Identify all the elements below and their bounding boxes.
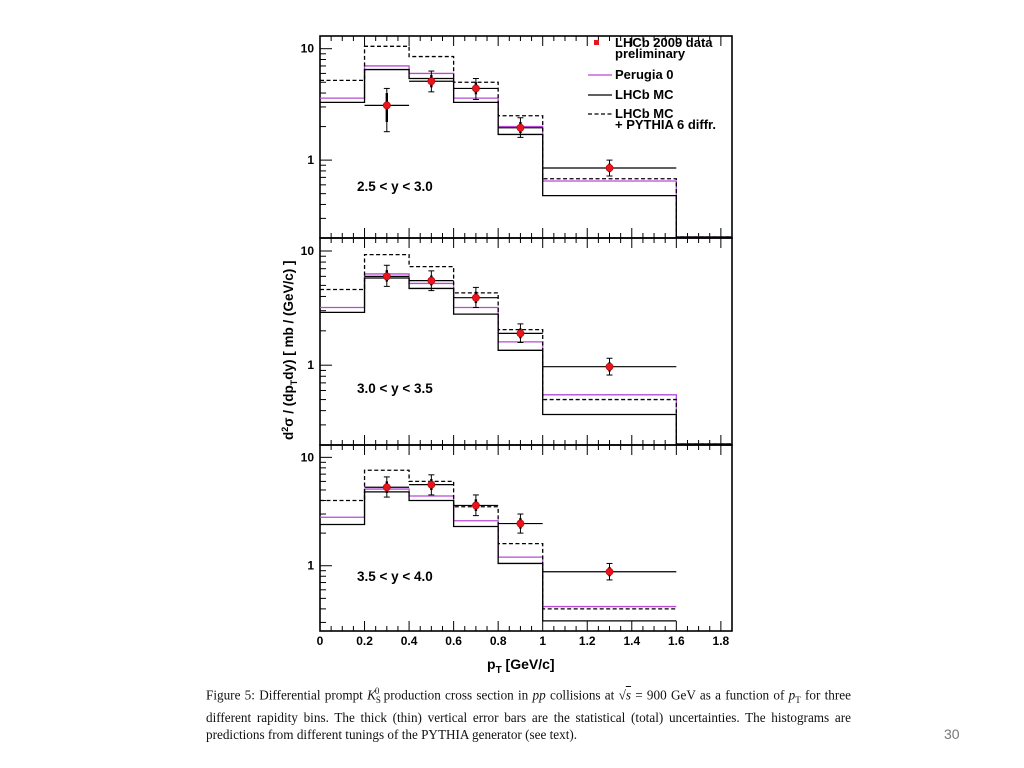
data-point xyxy=(382,483,391,492)
x-tick-label: 1 xyxy=(539,634,546,648)
caption-p-sub: T xyxy=(795,695,801,706)
panel-3: 10 1 3.5 < y < 4.0 xyxy=(301,444,733,632)
x-tick-label: 1.2 xyxy=(579,634,596,648)
x-tick-label: 1.4 xyxy=(623,634,640,648)
caption-text-2: production cross section in xyxy=(379,687,533,703)
data-point xyxy=(427,276,436,285)
y-tick-label: 10 xyxy=(301,244,315,258)
histogram-perugia-0 xyxy=(320,273,732,445)
y-axis-title-part: σ / (dp xyxy=(281,385,296,426)
caption-text-4: = 900 GeV as a function of xyxy=(630,687,789,703)
data-point xyxy=(605,362,614,371)
y-tick-label: 1 xyxy=(307,559,314,573)
y-axis-title-part: T xyxy=(289,379,299,385)
y-tick-label: 10 xyxy=(301,450,315,464)
rapidity-bin-label: 3.0 < y < 3.5 xyxy=(357,381,433,396)
caption-text-3: collisions at √ xyxy=(545,687,626,703)
caption-pp: pp xyxy=(532,687,546,703)
caption-p: p xyxy=(788,687,796,703)
legend-entry-label: Perugia 0 xyxy=(615,67,674,82)
caption-k-sub: S xyxy=(375,695,381,706)
caption-k-sup: 0 xyxy=(374,686,380,696)
x-tick-label: 1.6 xyxy=(668,634,685,648)
data-point xyxy=(605,164,614,172)
rapidity-bin-label: 2.5 < y < 3.0 xyxy=(357,179,433,194)
caption-text-5: for three different rapidity bins. The t… xyxy=(206,687,851,743)
legend-entry-label: LHCb MC xyxy=(615,87,674,102)
legend-entry-label: LHCb 2009 data xyxy=(615,35,713,50)
legend-entry-label: LHCb MC xyxy=(615,106,674,121)
data-point xyxy=(516,123,525,132)
panel-frame xyxy=(319,444,733,632)
x-axis-title-sub: T xyxy=(496,665,502,676)
data-point xyxy=(516,519,525,528)
panel-1: 10 1 2.5 < y < 3.0 xyxy=(301,35,733,239)
data-point xyxy=(516,329,525,338)
data-point xyxy=(382,101,391,110)
slide-number: 30 xyxy=(944,726,960,742)
x-axis-title-unit: [GeV/c] xyxy=(502,656,555,672)
data-point xyxy=(605,567,614,576)
data-point xyxy=(471,84,480,93)
y-axis-title-part: d xyxy=(281,432,296,440)
legend-entry-label-2: preliminary xyxy=(615,46,686,61)
data-point xyxy=(382,272,391,281)
histogram-lhcb-mc-diffr xyxy=(320,253,732,445)
caption-label: Figure 5: xyxy=(206,687,255,703)
x-tick-label: 0.2 xyxy=(356,634,373,648)
legend-entry-label-2: + PYTHIA 6 diffr. xyxy=(615,117,716,132)
x-tick-label: 0.4 xyxy=(401,634,418,648)
data-point xyxy=(427,77,436,86)
data-point xyxy=(471,501,480,510)
legend-marker-data xyxy=(594,40,599,45)
caption-k: K xyxy=(367,687,376,703)
x-tick-label: 1.8 xyxy=(713,634,730,648)
panel-2: 10 1 3.0 < y < 3.5 xyxy=(301,237,733,446)
y-tick-label: 1 xyxy=(307,358,314,372)
data-point xyxy=(471,293,480,302)
y-axis-title-part: dy) [ mb / (GeV/c) ] xyxy=(281,260,296,379)
x-axis-title: pT [GeV/c] xyxy=(487,656,555,676)
figure-caption: Figure 5: Differential prompt KS0 produc… xyxy=(206,683,851,744)
histogram-lhcb-mc-diffr xyxy=(320,45,732,238)
x-tick-label: 0 xyxy=(317,634,324,648)
histogram-lhcb-mc xyxy=(320,68,732,238)
x-tick-label: 0.8 xyxy=(490,634,507,648)
y-tick-label: 1 xyxy=(307,153,314,167)
histogram-lhcb-mc xyxy=(320,277,732,445)
caption-s: s xyxy=(625,687,631,703)
x-axis-title-p: p xyxy=(487,656,496,672)
rapidity-bin-label: 3.5 < y < 4.0 xyxy=(357,569,433,584)
x-tick-label: 0.6 xyxy=(445,634,462,648)
y-tick-label: 10 xyxy=(301,42,315,56)
y-axis-title: d2σ / (dpTdy) [ mb / (GeV/c) ] xyxy=(280,260,299,440)
data-point xyxy=(427,480,436,489)
y-axis-title-part: 2 xyxy=(280,427,290,432)
caption-text-1: Differential prompt xyxy=(259,687,368,703)
